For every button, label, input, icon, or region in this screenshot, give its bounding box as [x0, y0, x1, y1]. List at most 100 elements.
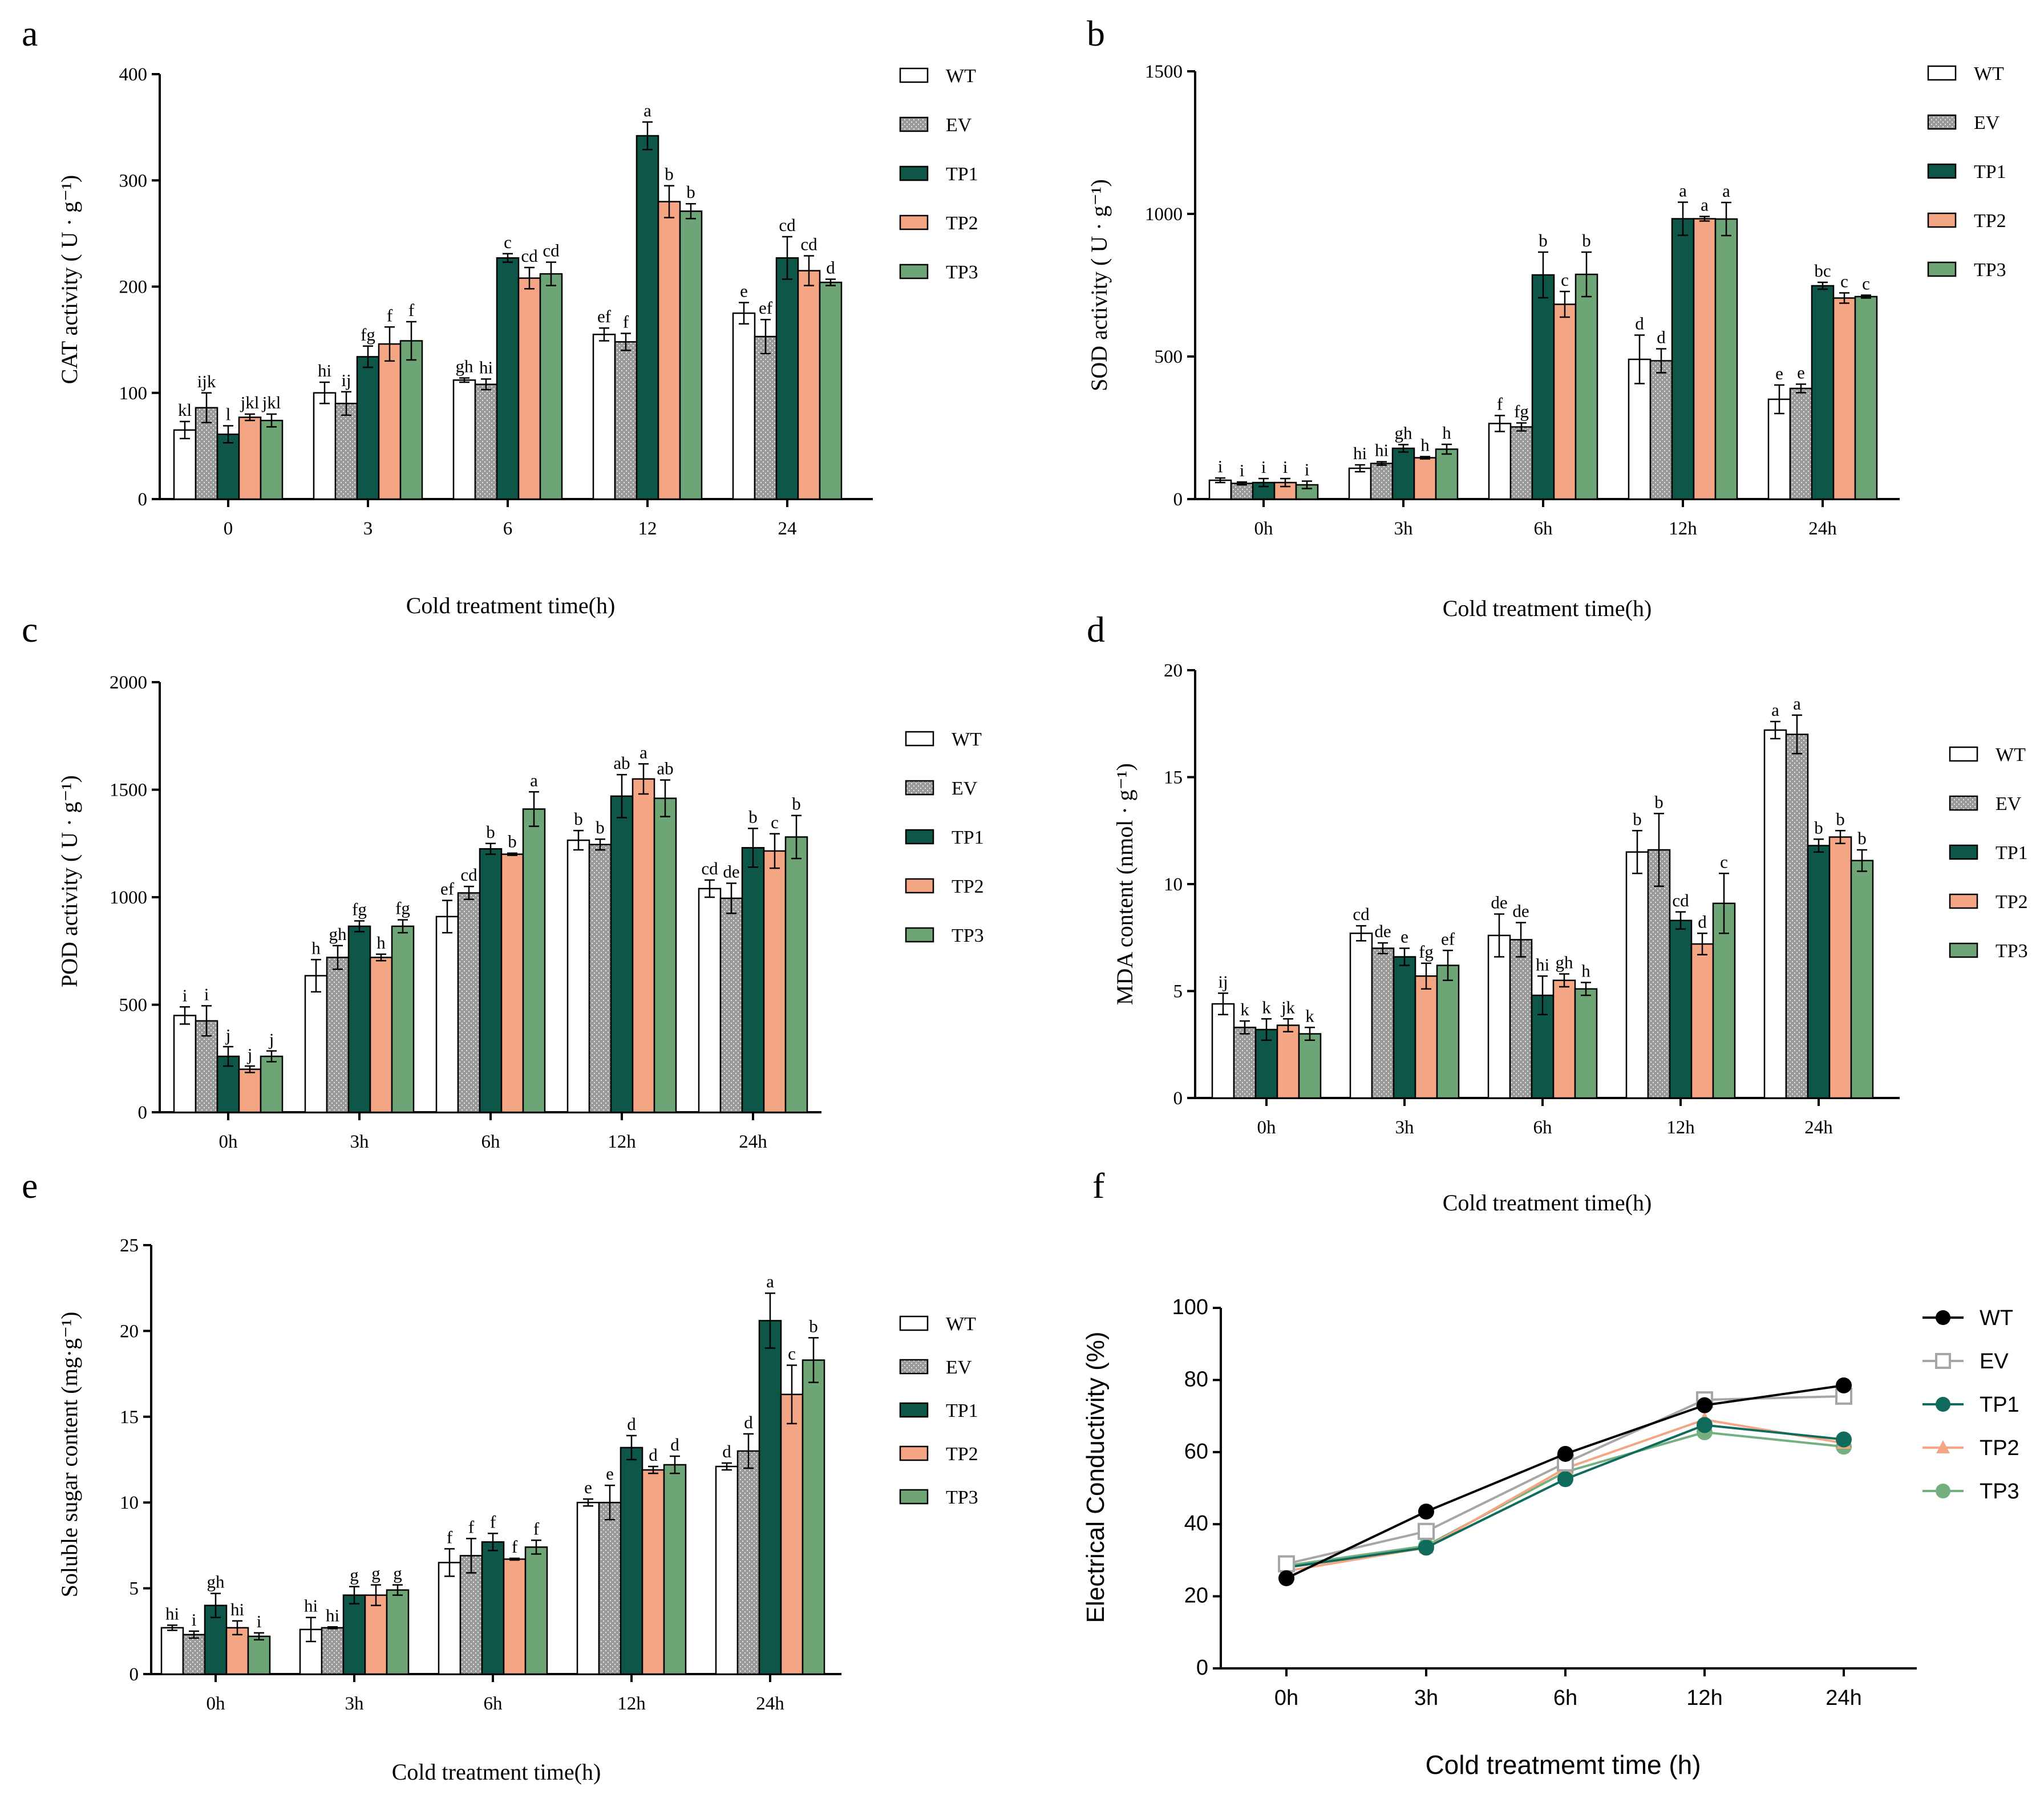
chart-d-ylabel: MDA content (nmol · g⁻¹) — [1112, 763, 1138, 1005]
significance-letter: a — [1679, 181, 1687, 201]
significance-letter: j — [269, 1030, 274, 1050]
bar-wt — [698, 888, 722, 1113]
significance-letter: c — [1840, 272, 1848, 291]
significance-letter: f — [447, 1527, 453, 1547]
significance-letter: fg — [1514, 402, 1529, 422]
y-tick-label: 20 — [1164, 661, 1183, 681]
x-tick-label: 24h — [739, 1132, 767, 1152]
x-tick-label: 6h — [1553, 1686, 1577, 1710]
significance-letter: c — [1720, 852, 1728, 872]
significance-letter: fg — [1419, 942, 1434, 962]
chart-f: 0 20 40 60 80 100 0h 3h 6h 12h 24h — [1172, 1295, 1917, 1710]
significance-letter: i — [1305, 460, 1310, 480]
bar-tp1 — [1669, 919, 1693, 1099]
chart-b-ylabel: SOD activity ( U · g⁻¹) — [1086, 179, 1112, 391]
bar-tp1 — [342, 1594, 366, 1675]
bar-tp1 — [356, 356, 380, 500]
bar-tp3 — [653, 797, 677, 1113]
significance-letter: g — [371, 1563, 381, 1583]
bar-tp3 — [524, 1546, 548, 1675]
significance-letter: ij — [341, 370, 351, 390]
significance-letter: de — [723, 861, 739, 881]
bar-tp3 — [399, 340, 423, 500]
x-tick-label: 12h — [608, 1132, 636, 1152]
legend-label: TP1 — [946, 1400, 978, 1421]
panel-letter-e: e — [22, 1165, 38, 1206]
bar-tp3 — [260, 1055, 284, 1113]
bar-tp1 — [347, 925, 371, 1113]
significance-letter: f — [387, 305, 393, 325]
significance-letter: h — [1581, 961, 1590, 981]
significance-letter: c — [788, 1344, 796, 1364]
significance-letter: ij — [1218, 971, 1228, 991]
bar-tp3 — [391, 925, 415, 1113]
y-tick-label: 0 — [129, 1664, 139, 1685]
chart-c-ylabel: POD activity ( U · g⁻¹) — [56, 775, 82, 987]
y-tick-label: 0 — [138, 1103, 148, 1123]
legend-a: WT EV TP1 TP2 TP3 — [899, 66, 978, 283]
significance-letter: i — [1261, 457, 1266, 477]
bar-tp2 — [238, 1068, 262, 1113]
significance-letter: f — [533, 1518, 540, 1538]
bar-wt — [435, 915, 459, 1113]
significance-letter: b — [1836, 809, 1845, 829]
significance-letter: i — [257, 1611, 262, 1631]
significance-letter: d — [649, 1445, 658, 1465]
point-tp1 — [1697, 1417, 1713, 1433]
significance-letter: ef — [1441, 929, 1455, 949]
legend-label: TP3 — [1996, 941, 2028, 962]
y-tick-label: 0 — [1173, 489, 1183, 510]
bar-tp1 — [216, 433, 240, 500]
significance-letter: ef — [440, 879, 455, 899]
legend-swatch-tp3 — [899, 1489, 929, 1505]
x-tick-label: 12 — [638, 518, 657, 539]
legend-d: WT EV TP1 TP2 TP3 — [1949, 744, 2028, 962]
significance-letter: h — [1420, 435, 1430, 455]
significance-letter: f — [490, 1512, 496, 1531]
bar-tp1 — [636, 135, 659, 500]
legend-swatch-ev — [905, 780, 934, 796]
bar-wt — [1211, 1003, 1235, 1099]
bar-tp2 — [1414, 975, 1438, 1099]
legend-marker — [1936, 1484, 1950, 1498]
significance-letter: gh — [329, 924, 347, 944]
bar-tp3 — [802, 1359, 825, 1675]
legend-c: WT EV TP1 TP2 TP3 — [905, 729, 984, 946]
legend-swatch-tp2 — [1927, 212, 1957, 228]
significance-letter: i — [192, 1610, 197, 1630]
bar-tp1 — [741, 847, 765, 1113]
legend-label: TP3 — [1974, 260, 2006, 281]
bar-tp2 — [1552, 979, 1576, 1099]
bar-ev — [474, 383, 498, 500]
y-tick-label: 200 — [119, 277, 148, 298]
y-tick-label: 40 — [1184, 1512, 1208, 1535]
significance-letter: a — [643, 100, 651, 120]
significance-letter: cd — [1672, 890, 1689, 910]
x-tick-label: 24h — [1808, 518, 1837, 539]
x-tick-label: 12h — [1669, 518, 1697, 539]
chart-a-ylabel: CAT activity ( U · g⁻¹) — [56, 175, 82, 384]
panel-f: f 0 20 40 60 80 100 0h 3h 6h 12h 24h Electrical Co… — [1082, 1165, 2019, 1780]
legend-label: WT — [952, 729, 982, 750]
bar-ev — [1371, 947, 1395, 1099]
x-tick-label: 3h — [1395, 1117, 1415, 1138]
legend-label: WT — [946, 66, 976, 87]
significance-letter: b — [792, 794, 801, 814]
y-tick-label: 1500 — [1145, 62, 1183, 82]
bar-ev — [614, 341, 638, 500]
significance-letter: cd — [779, 215, 796, 235]
bar-ev — [736, 1450, 760, 1675]
bar-tp3 — [1436, 965, 1460, 1099]
significance-letter: cd — [521, 246, 538, 266]
bar-tp1 — [1811, 285, 1835, 500]
significance-letter: e — [1775, 363, 1783, 383]
significance-letter: c — [1561, 270, 1569, 290]
legend-b: WT EV TP1 TP2 TP3 — [1927, 63, 2006, 281]
legend-label: EV — [946, 1357, 972, 1378]
significance-letter: b — [809, 1316, 818, 1336]
point-ev — [1278, 1555, 1295, 1573]
bar-wt — [1488, 423, 1512, 500]
significance-letter: a — [530, 770, 538, 790]
